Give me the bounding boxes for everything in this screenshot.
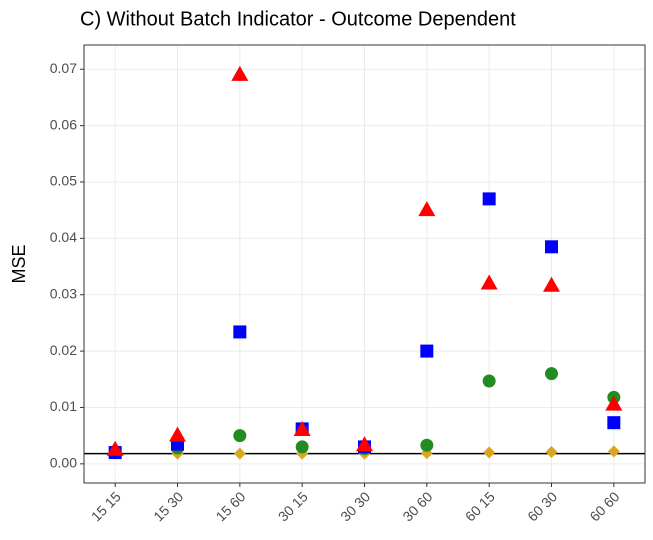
x-tick-label: 15 30 [150, 488, 186, 524]
point [169, 426, 186, 442]
point [483, 446, 496, 459]
x-tick-label: 30 60 [399, 488, 435, 524]
y-tick-label: 0.00 [50, 455, 77, 471]
point [418, 201, 436, 217]
point [480, 274, 498, 290]
panel-border [83, 44, 646, 484]
y-tick-label: 0.01 [50, 398, 77, 414]
point [605, 395, 623, 411]
x-tick-label: 15 15 [88, 488, 124, 524]
x-tick-label: 60 60 [586, 488, 622, 524]
point [233, 429, 247, 443]
y-tick-label: 0.07 [50, 60, 77, 76]
y-tick-label: 0.04 [50, 229, 77, 245]
x-tick-label: 15 60 [212, 488, 248, 524]
point [233, 325, 247, 339]
point [420, 438, 434, 452]
y-tick-label: 0.05 [50, 173, 77, 189]
point [607, 416, 621, 430]
chart-title: C) Without Batch Indicator - Outcome Dep… [80, 8, 516, 30]
point [295, 440, 309, 454]
x-tick-label: 30 30 [337, 488, 373, 524]
y-tick-label: 0.06 [50, 116, 77, 132]
y-axis-label: MSE [9, 244, 29, 283]
x-tick-label: 60 15 [462, 488, 498, 524]
x-tick-label: 60 30 [524, 488, 560, 524]
point [543, 276, 560, 292]
point [356, 436, 373, 452]
x-tick-label: 30 15 [275, 488, 311, 524]
point [106, 440, 124, 456]
point [233, 447, 246, 460]
point [231, 65, 249, 81]
y-tick-label: 0.03 [50, 285, 77, 301]
y-tick-label: 0.02 [50, 342, 77, 358]
point [482, 192, 496, 206]
point [293, 421, 311, 437]
point [482, 374, 496, 388]
point [607, 445, 620, 458]
point [545, 445, 558, 458]
point [420, 344, 434, 358]
point [545, 240, 558, 254]
point [545, 367, 558, 381]
